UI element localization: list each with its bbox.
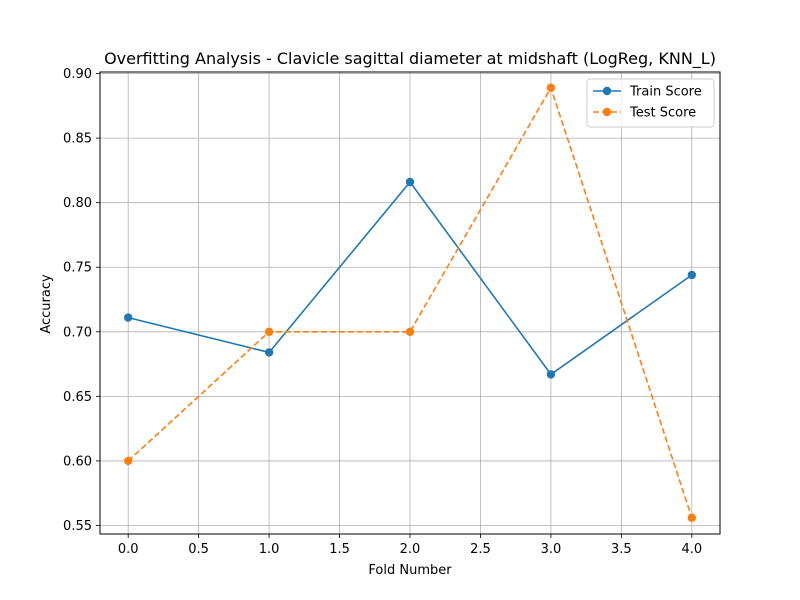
test-score-point	[405, 327, 415, 336]
y-tick-label: 0.80	[63, 196, 92, 211]
x-tick-label: 3.5	[611, 542, 632, 557]
x-axis-label: Fold Number	[368, 563, 452, 578]
test-score-legend-marker	[602, 107, 612, 117]
x-tick-label: 1.5	[329, 542, 350, 557]
grid	[100, 72, 720, 534]
train-score-point	[405, 177, 415, 187]
test-score-point	[546, 83, 556, 92]
y-tick-label: 0.55	[63, 519, 92, 534]
y-tick-label: 0.60	[63, 454, 92, 469]
y-tick-label: 0.75	[63, 261, 92, 276]
x-tick-label: 0.0	[118, 542, 139, 557]
legend: Train Score Test Score	[586, 78, 715, 128]
test-score-line	[127, 85, 693, 518]
train-score-point	[687, 270, 697, 280]
train-score-point	[546, 370, 556, 379]
y-tick-label: 0.70	[63, 325, 92, 340]
y-tick-label: 0.90	[63, 67, 92, 82]
chart-title: Overfitting Analysis - Clavicle sagittal…	[104, 49, 716, 69]
train-score-point	[264, 348, 274, 357]
axis-ticks: 0.0 0.5 1.0 1.5 2.0 2.5 3.0 3.5 4.0 0.55 0.60 0.65 0…	[63, 67, 702, 557]
x-tick-label: 1.0	[259, 542, 280, 557]
x-tick-label: 3.0	[541, 542, 562, 557]
test-score-point	[123, 456, 133, 466]
x-tick-label: 2.0	[400, 542, 421, 557]
x-tick-label: 2.5	[470, 542, 491, 557]
train-score-series	[123, 177, 697, 379]
x-tick-label: 4.0	[681, 542, 702, 557]
test-score-legend-label: Test Score	[629, 106, 696, 121]
test-score-point	[264, 327, 274, 336]
y-tick-label: 0.85	[63, 132, 92, 147]
test-score-point	[687, 513, 697, 522]
test-score-series	[123, 83, 697, 522]
series-layer	[123, 83, 697, 522]
train-score-point	[123, 313, 133, 322]
train-score-legend-marker	[602, 86, 612, 96]
x-tick-label: 0.5	[188, 542, 209, 557]
train-score-legend-label: Train Score	[629, 85, 702, 100]
y-axis-label: Accuracy	[39, 274, 54, 334]
y-tick-label: 0.65	[63, 390, 92, 405]
